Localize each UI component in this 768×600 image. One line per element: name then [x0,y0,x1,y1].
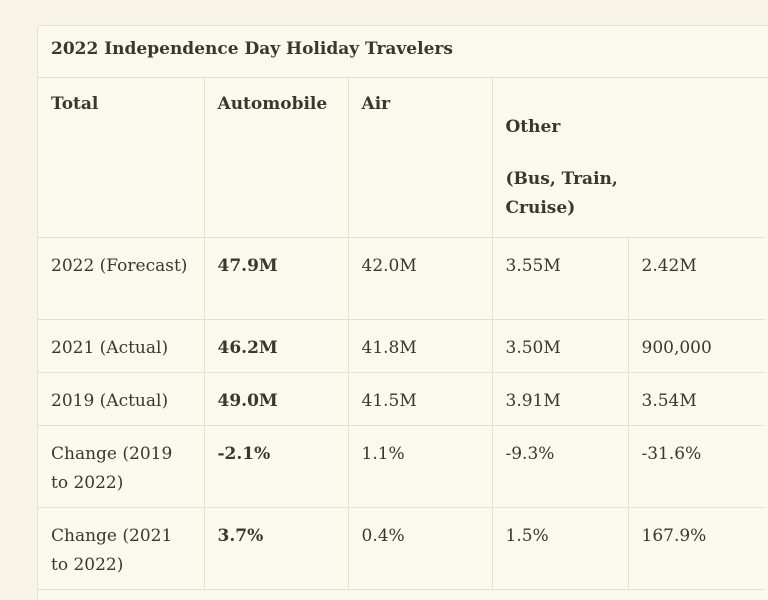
cell-total: 3.7% [204,507,349,590]
header-other-detail: (Bus, Train, Cruise) [505,169,618,218]
cell-automobile: 41.5M [348,372,493,426]
cell-total: 49.0M [204,372,349,426]
row-label: 2021 (Actual) [38,319,205,373]
cell-air: 3.91M [492,372,629,426]
cell-air: -9.3% [492,425,629,508]
row-label: Change (2019 to 2022) [38,425,205,508]
row-label: 2019 (Actual) [38,372,205,426]
travelers-table-card: 2022 Independence Day Holiday Travelers … [37,25,768,600]
header-total: Total [38,78,205,238]
header-other-label: Other [505,117,561,137]
cell-automobile: 0.4% [348,507,493,590]
cell-total: -2.1% [204,425,349,508]
header-automobile: Automobile [204,78,349,238]
table-title: 2022 Independence Day Holiday Travelers [38,26,768,78]
table-row: 2021 (Actual) 46.2M 41.8M 3.50M 900,000 [38,319,765,373]
row-label: Change (2021 to 2022) [38,507,205,590]
cell-automobile: 42.0M [348,237,493,320]
table-row: Change (2021 to 2022) 3.7% 0.4% 1.5% 167… [38,507,765,590]
row-label: 2022 (Forecast) [38,237,205,320]
table-header-row: Total Automobile Air Other (Bus, Train, … [38,78,765,238]
table-row: Change (2019 to 2022) -2.1% 1.1% -9.3% -… [38,425,765,508]
cell-automobile: 41.8M [348,319,493,373]
cell-other: 2.42M [628,237,765,320]
cell-automobile: 1.1% [348,425,493,508]
cell-total: 47.9M [204,237,349,320]
cell-other: -31.6% [628,425,765,508]
cell-other: 3.54M [628,372,765,426]
table-row: 2022 (Forecast) 47.9M 42.0M 3.55M 2.42M [38,237,765,320]
cell-air: 3.50M [492,319,629,373]
cell-total: 46.2M [204,319,349,373]
travelers-table: Total Automobile Air Other (Bus, Train, … [38,78,765,590]
header-other: Other (Bus, Train, Cruise) [492,78,765,238]
cell-other: 900,000 [628,319,765,373]
header-air: Air [348,78,493,238]
cell-other: 167.9% [628,507,765,590]
cell-air: 3.55M [492,237,629,320]
table-row: 2019 (Actual) 49.0M 41.5M 3.91M 3.54M [38,372,765,426]
cell-air: 1.5% [492,507,629,590]
